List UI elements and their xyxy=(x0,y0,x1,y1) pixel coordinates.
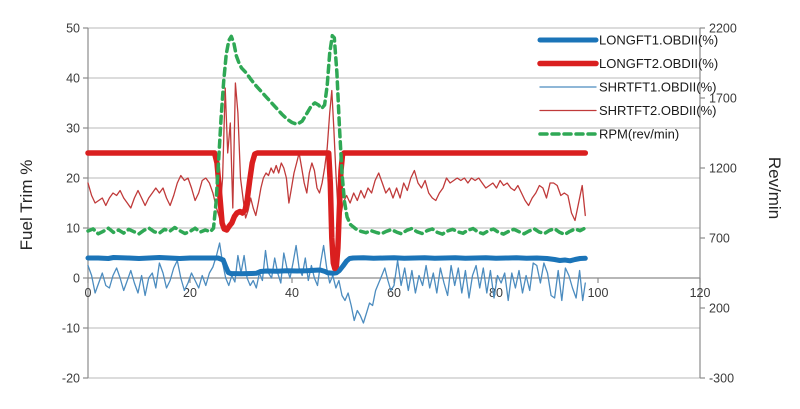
left-tick-label: 30 xyxy=(66,122,80,136)
series-longft2-obdii- xyxy=(85,150,589,272)
x-tick-label: 100 xyxy=(588,286,609,300)
left-tick-label: 10 xyxy=(66,222,80,236)
series-longft1-obdii- xyxy=(85,255,588,277)
left-tick-label: -20 xyxy=(62,372,80,386)
legend-label-1: LONGFT2.OBDII(%) xyxy=(599,56,718,71)
x-tick-label: 60 xyxy=(387,286,401,300)
series-shrtft2-obdii- xyxy=(87,82,586,222)
x-tick-label: 40 xyxy=(285,286,299,300)
left-tick-label: 20 xyxy=(66,172,80,186)
right-axis-title: Rev/min xyxy=(765,157,784,219)
right-tick-label: 700 xyxy=(709,232,730,246)
series-rpm-rev-min- xyxy=(86,33,588,237)
right-tick-label: 200 xyxy=(709,302,730,316)
left-tick-label: 50 xyxy=(66,22,80,36)
right-tick-label: -300 xyxy=(709,372,734,386)
left-axis-title: Fuel Trim % xyxy=(17,160,36,251)
right-tick-label: 1700 xyxy=(709,92,737,106)
legend-label-4: RPM(rev/min) xyxy=(599,127,679,142)
x-tick-label: 120 xyxy=(690,286,711,300)
right-tick-label: 2200 xyxy=(709,22,737,36)
legend-label-2: SHRTFT1.OBDII(%) xyxy=(599,80,717,95)
legend-label-3: SHRTFT2.OBDII(%) xyxy=(599,103,717,118)
left-tick-label: 0 xyxy=(73,272,80,286)
x-tick-label: 20 xyxy=(183,286,197,300)
left-tick-label: 40 xyxy=(66,72,80,86)
x-tick-label: 0 xyxy=(85,286,92,300)
right-tick-label: 1200 xyxy=(709,162,737,176)
legend-label-0: LONGFT1.OBDII(%) xyxy=(599,33,718,48)
left-tick-label: -10 xyxy=(62,322,80,336)
